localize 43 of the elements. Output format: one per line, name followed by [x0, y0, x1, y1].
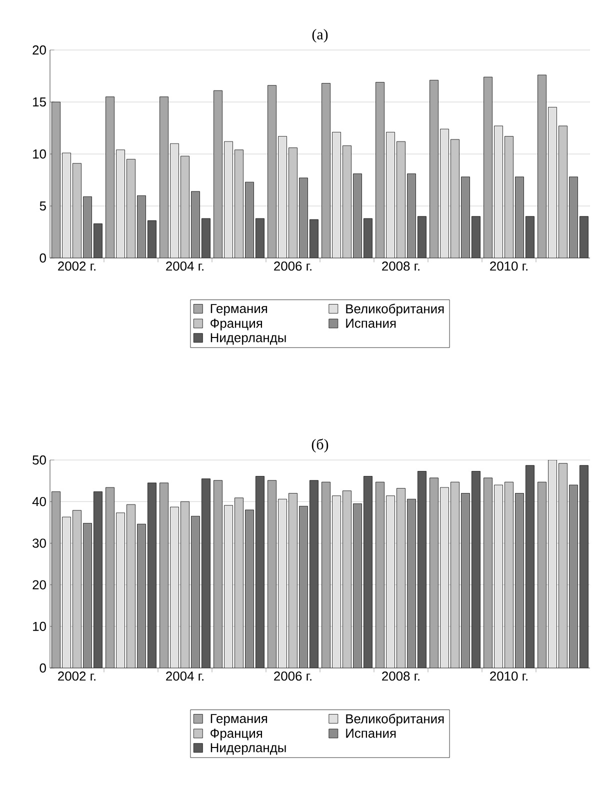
bar	[224, 142, 233, 258]
y-tick-label: 10	[33, 622, 46, 631]
x-tick-label: 2006 г.	[274, 672, 312, 681]
x-tick-label: 2008 г.	[382, 672, 420, 681]
x-tick-label: 2004 г.	[166, 672, 204, 681]
y-tick-label: 15	[33, 97, 46, 107]
bar	[386, 132, 395, 258]
legend-label: Испания	[346, 728, 396, 738]
bar	[548, 106, 557, 258]
x-tick-label: 2006 г.	[274, 262, 312, 271]
y-tick-label: 5	[40, 201, 46, 211]
y-tick-label: 0	[40, 663, 46, 673]
legend-label: Нидерланды	[210, 333, 286, 345]
legend-label: Нидерланды	[210, 743, 286, 755]
y-tick-label: 40	[32, 497, 46, 506]
bar	[278, 136, 287, 258]
legend-label: Германия	[210, 304, 268, 316]
legend-label: Франция	[210, 318, 262, 330]
legend-label: Франция	[210, 728, 262, 740]
y-tick-label: 10	[33, 149, 46, 159]
legend-label: Германия	[210, 714, 268, 726]
bar	[170, 144, 179, 258]
x-tick-label: 2010 г.	[490, 262, 528, 271]
bar	[440, 129, 449, 258]
x-tick-label: 2004 г.	[166, 262, 204, 271]
legend-label: Испания	[346, 318, 396, 328]
bar	[332, 132, 341, 258]
chart-title: (б)	[312, 438, 328, 453]
y-tick-label: 50	[32, 455, 46, 465]
y-tick-label: 20	[32, 580, 46, 590]
y-tick-label: 30	[32, 538, 46, 548]
bar	[62, 152, 71, 258]
legend-label: Великобритания	[346, 714, 444, 726]
y-tick-label: 0	[40, 253, 46, 263]
x-tick-label: 2010 г.	[490, 672, 528, 681]
bar	[494, 126, 503, 258]
bar	[116, 150, 125, 258]
legend-label: Великобритания	[346, 304, 444, 316]
y-tick-label: 20	[32, 45, 46, 55]
x-tick-label: 2002 г.	[58, 262, 96, 271]
chart-title: (а)	[312, 28, 328, 42]
x-tick-label: 2002 г.	[58, 672, 96, 681]
x-tick-label: 2008 г.	[382, 262, 420, 271]
